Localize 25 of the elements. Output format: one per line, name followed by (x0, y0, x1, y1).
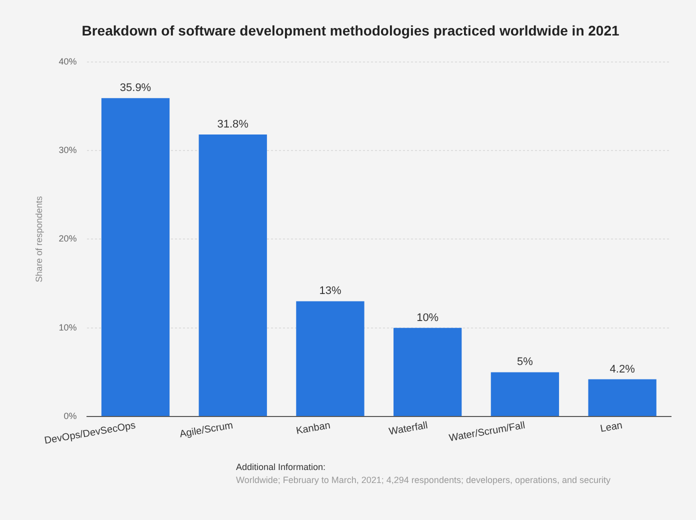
data-label: 31.8% (217, 118, 249, 131)
text: Worldwide; February to March, 2021; 4,294 respondents; developers, operations, and security (236, 475, 611, 485)
y-tick-label: 20% (58, 234, 77, 244)
data-label: 5% (517, 356, 534, 368)
bar (490, 372, 560, 416)
chart-title: Breakdown of software development methodologies practiced worldwide in 2021 (82, 22, 620, 38)
bar (394, 328, 462, 416)
data-label: 10% (416, 312, 439, 324)
y-tick-label: 0% (64, 411, 77, 422)
x-tick-label: Kanban (295, 420, 332, 437)
bar (198, 134, 267, 416)
data-label: 13% (319, 285, 342, 298)
bar (296, 301, 364, 416)
x-tick-label: Lean (600, 420, 624, 435)
x-tick-label: Waterfall (388, 420, 429, 438)
data-label: 35.9% (120, 82, 152, 94)
y-tick-label: 40% (58, 56, 77, 66)
y-tick-label: 30% (58, 144, 77, 155)
bar (101, 98, 170, 416)
y-axis-title: Share of respondents (34, 196, 44, 282)
bar (588, 379, 656, 416)
x-tick-label: Agile/Scrum (178, 420, 234, 440)
data-label: 4.2% (610, 363, 636, 376)
text: Additional Information: (236, 462, 327, 472)
y-tick-label: 10% (58, 322, 77, 332)
